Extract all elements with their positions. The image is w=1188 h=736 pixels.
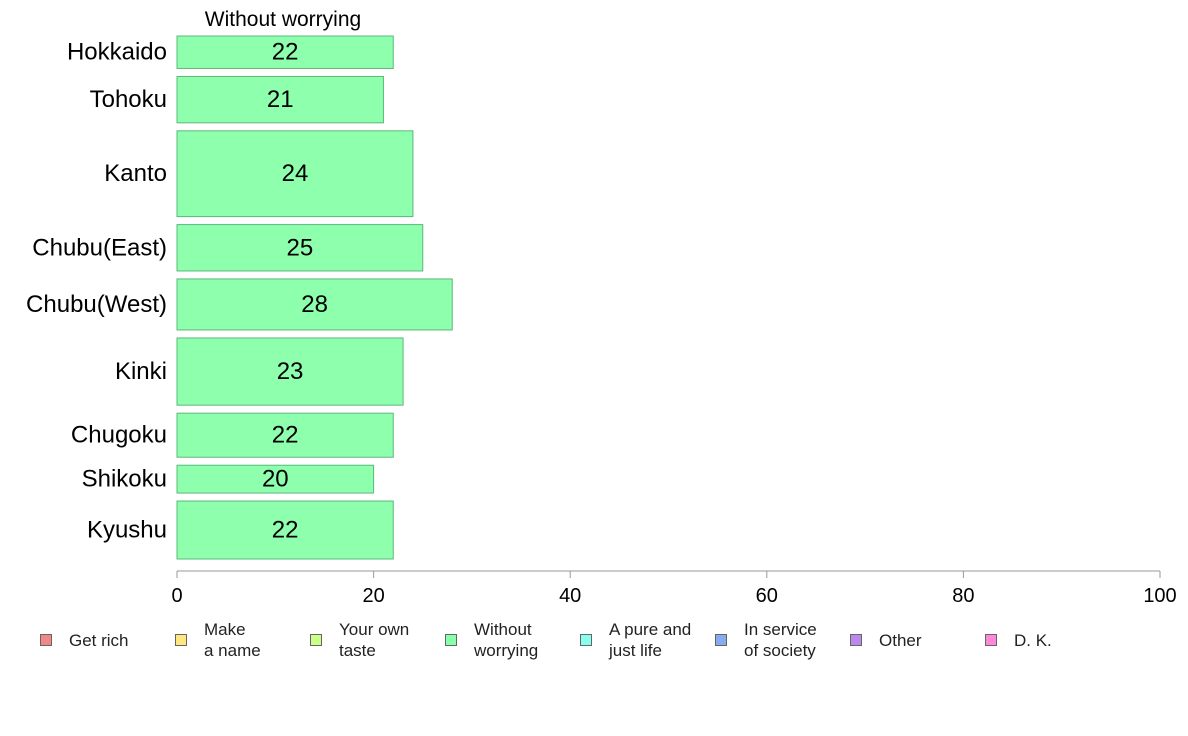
legend-swatch — [715, 634, 727, 646]
bar-kanto — [176, 130, 414, 218]
legend-swatch — [40, 634, 52, 646]
category-label: Kinki — [115, 358, 167, 385]
category-label: Tohoku — [90, 86, 167, 113]
category-label: Kyushu — [87, 517, 167, 544]
bar-value-label: 22 — [272, 39, 299, 66]
legend-swatch — [580, 634, 592, 646]
x-tick-label: 20 — [362, 585, 384, 607]
category-label: Chubu(East) — [32, 234, 167, 261]
bar-tohoku — [176, 75, 384, 124]
bar-hokkaido — [176, 35, 394, 69]
x-tick-label: 100 — [1143, 585, 1176, 607]
legend-label: In service of society — [744, 620, 817, 660]
category-label: Chubu(West) — [26, 291, 167, 318]
legend-label: Make a name — [204, 620, 261, 660]
legend-label: D. K. — [1014, 630, 1052, 650]
legend-item: In service of society — [715, 619, 817, 661]
legend-label: Get rich — [69, 630, 129, 650]
legend-swatch — [445, 634, 457, 646]
x-tick-label: 40 — [559, 585, 581, 607]
legend-item: Get rich — [40, 619, 129, 661]
legend-item: Without worrying — [445, 619, 538, 661]
bar-value-label: 24 — [282, 160, 309, 187]
legend-label: A pure and just life — [609, 620, 692, 660]
x-tick-label: 0 — [171, 585, 182, 607]
bar-kyushu — [176, 500, 394, 560]
x-axis: 0 20 40 60 80 100 — [171, 570, 1177, 607]
bar-value-label: 20 — [262, 466, 289, 493]
bar-chubu-west- — [176, 278, 453, 331]
legend-swatch — [310, 634, 322, 646]
legend-swatch — [175, 634, 187, 646]
bar-shikoku — [176, 464, 375, 494]
bar-value-label: 23 — [277, 358, 304, 385]
bar-chugoku — [176, 412, 394, 458]
legend-item: Make a name — [175, 619, 261, 661]
bar-value-label: 28 — [301, 291, 328, 318]
legend-item: Your own taste — [310, 619, 409, 661]
legend-swatch — [850, 634, 862, 646]
x-tick-label: 80 — [952, 585, 974, 607]
legend-item: A pure and just life — [580, 619, 691, 661]
chart-title: Without worrying — [205, 8, 361, 31]
category-label: Hokkaido — [67, 39, 167, 66]
bar-value-label: 22 — [272, 422, 299, 449]
bar-value-label: 25 — [287, 234, 314, 261]
category-label: Kanto — [104, 160, 167, 187]
legend-item: D. K. — [985, 619, 1052, 661]
legend-item: Other — [850, 619, 922, 661]
bar-chubu-east- — [176, 224, 424, 272]
legend-swatch — [985, 634, 997, 646]
legend-label: Without worrying — [474, 620, 539, 660]
bars: 22 Hokkaido 21 Tohoku 24 Kanto 25 Chubu(East) 28… — [26, 35, 453, 560]
bar-kinki — [176, 337, 404, 406]
bar-value-label: 22 — [272, 517, 299, 544]
category-label: Chugoku — [71, 422, 167, 449]
x-tick-label: 60 — [756, 585, 778, 607]
legend-label: Other — [879, 630, 922, 650]
bar-value-label: 21 — [267, 86, 294, 113]
category-label: Shikoku — [82, 466, 167, 493]
legend-label: Your own taste — [339, 620, 410, 660]
